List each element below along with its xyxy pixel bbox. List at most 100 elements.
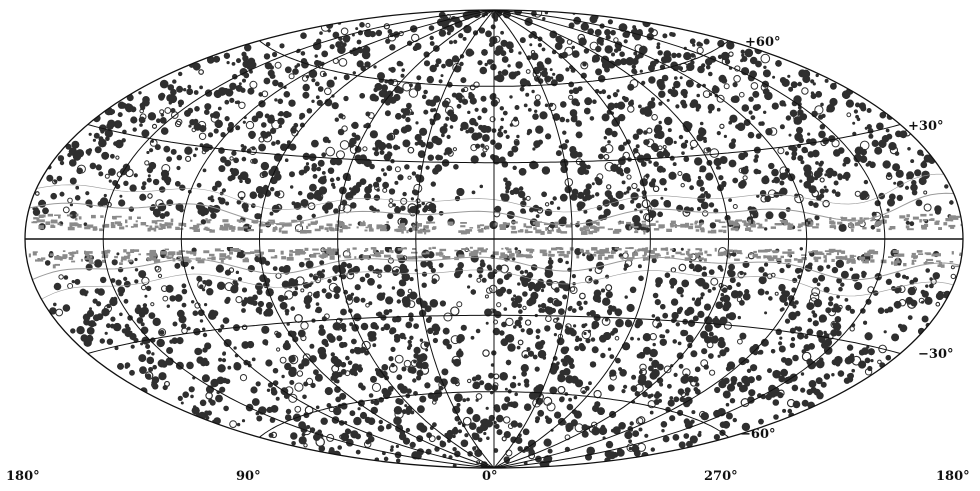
source-dot (183, 88, 187, 92)
source-dot (426, 432, 432, 439)
source-dot (202, 332, 208, 338)
source-dot (778, 345, 786, 353)
source-dot (716, 131, 721, 136)
plane-texture (391, 250, 394, 254)
source-dot (375, 176, 382, 183)
source-dot (887, 198, 895, 207)
source-dot (741, 53, 745, 57)
source-dot (279, 301, 288, 310)
source-dot (204, 342, 212, 350)
source-dot (450, 376, 459, 385)
source-dot (915, 199, 923, 207)
source-dot (419, 127, 428, 136)
plane-texture (156, 219, 164, 222)
source-dot (210, 198, 215, 203)
source-dot (818, 274, 825, 282)
source-dot (223, 52, 230, 59)
source-dot (642, 391, 648, 398)
source-dot (218, 357, 223, 362)
source-dot (378, 419, 383, 425)
source-dot (831, 189, 837, 194)
source-dot (669, 32, 674, 37)
plane-texture (685, 222, 690, 227)
source-dot (359, 154, 367, 162)
source-dot (226, 61, 230, 65)
source-dot (501, 69, 509, 76)
source-dot (230, 285, 239, 294)
source-dot (731, 138, 737, 144)
plane-strip (25, 233, 963, 247)
source-dot (560, 158, 569, 168)
source-dot (725, 402, 730, 407)
source-dot (886, 208, 890, 212)
source-dot (321, 152, 327, 158)
source-dot (572, 87, 580, 94)
source-dot (356, 433, 361, 438)
source-dot (372, 147, 376, 151)
source-dot (385, 38, 391, 44)
source-dot (449, 125, 454, 129)
plane-texture (695, 248, 700, 251)
plane-texture (501, 247, 504, 250)
source-dot (371, 382, 382, 392)
source-dot (584, 97, 593, 106)
source-dot (807, 317, 813, 323)
source-dot (341, 199, 348, 206)
source-dot (820, 102, 824, 107)
source-dot (678, 66, 683, 71)
source-dot (788, 86, 794, 92)
source-dot (819, 124, 826, 130)
source-dot (156, 118, 161, 123)
plane-texture (671, 255, 675, 258)
source-dot (659, 178, 667, 186)
source-dot (413, 360, 417, 364)
source-dot (213, 128, 219, 134)
source-dot (815, 359, 825, 369)
source-dot (818, 130, 826, 139)
source-dot (831, 373, 835, 377)
source-dot (648, 160, 652, 164)
source-dot (147, 174, 151, 178)
source-dot (799, 247, 803, 251)
source-dot (619, 51, 625, 57)
source-dot (779, 267, 785, 274)
source-dot (870, 359, 874, 363)
source-dot (669, 277, 678, 286)
source-dot (594, 29, 602, 36)
source-dot (110, 316, 116, 322)
source-dot (669, 155, 675, 161)
source-dot (389, 96, 397, 104)
source-dot (708, 92, 713, 96)
source-dot (573, 324, 577, 328)
source-dot (331, 102, 339, 110)
source-dot (99, 197, 109, 206)
source-dot (622, 31, 629, 38)
source-dot (241, 308, 246, 313)
source-dot (522, 291, 528, 297)
source-dot (801, 399, 809, 407)
source-dot (429, 41, 435, 46)
source-dot (136, 317, 144, 324)
source-dot (489, 36, 498, 45)
source-dot (169, 295, 176, 302)
source-dot (99, 338, 106, 344)
source-dot (421, 363, 427, 369)
source-dot (237, 175, 243, 180)
source-dot (326, 433, 335, 442)
source-dot (663, 365, 672, 374)
plane-texture (714, 247, 717, 252)
plane-texture (135, 220, 138, 223)
plane-texture (91, 214, 96, 219)
source-dot (159, 79, 169, 89)
source-dot (388, 188, 396, 195)
source-dot (718, 74, 727, 83)
source-dot (441, 63, 446, 69)
source-dot (113, 322, 122, 332)
plane-texture (329, 251, 336, 254)
source-dot (683, 156, 690, 162)
source-dot (138, 116, 146, 124)
source-dot (706, 65, 711, 70)
source-dot (148, 367, 154, 372)
source-dot (148, 162, 157, 170)
source-dot (176, 165, 181, 171)
